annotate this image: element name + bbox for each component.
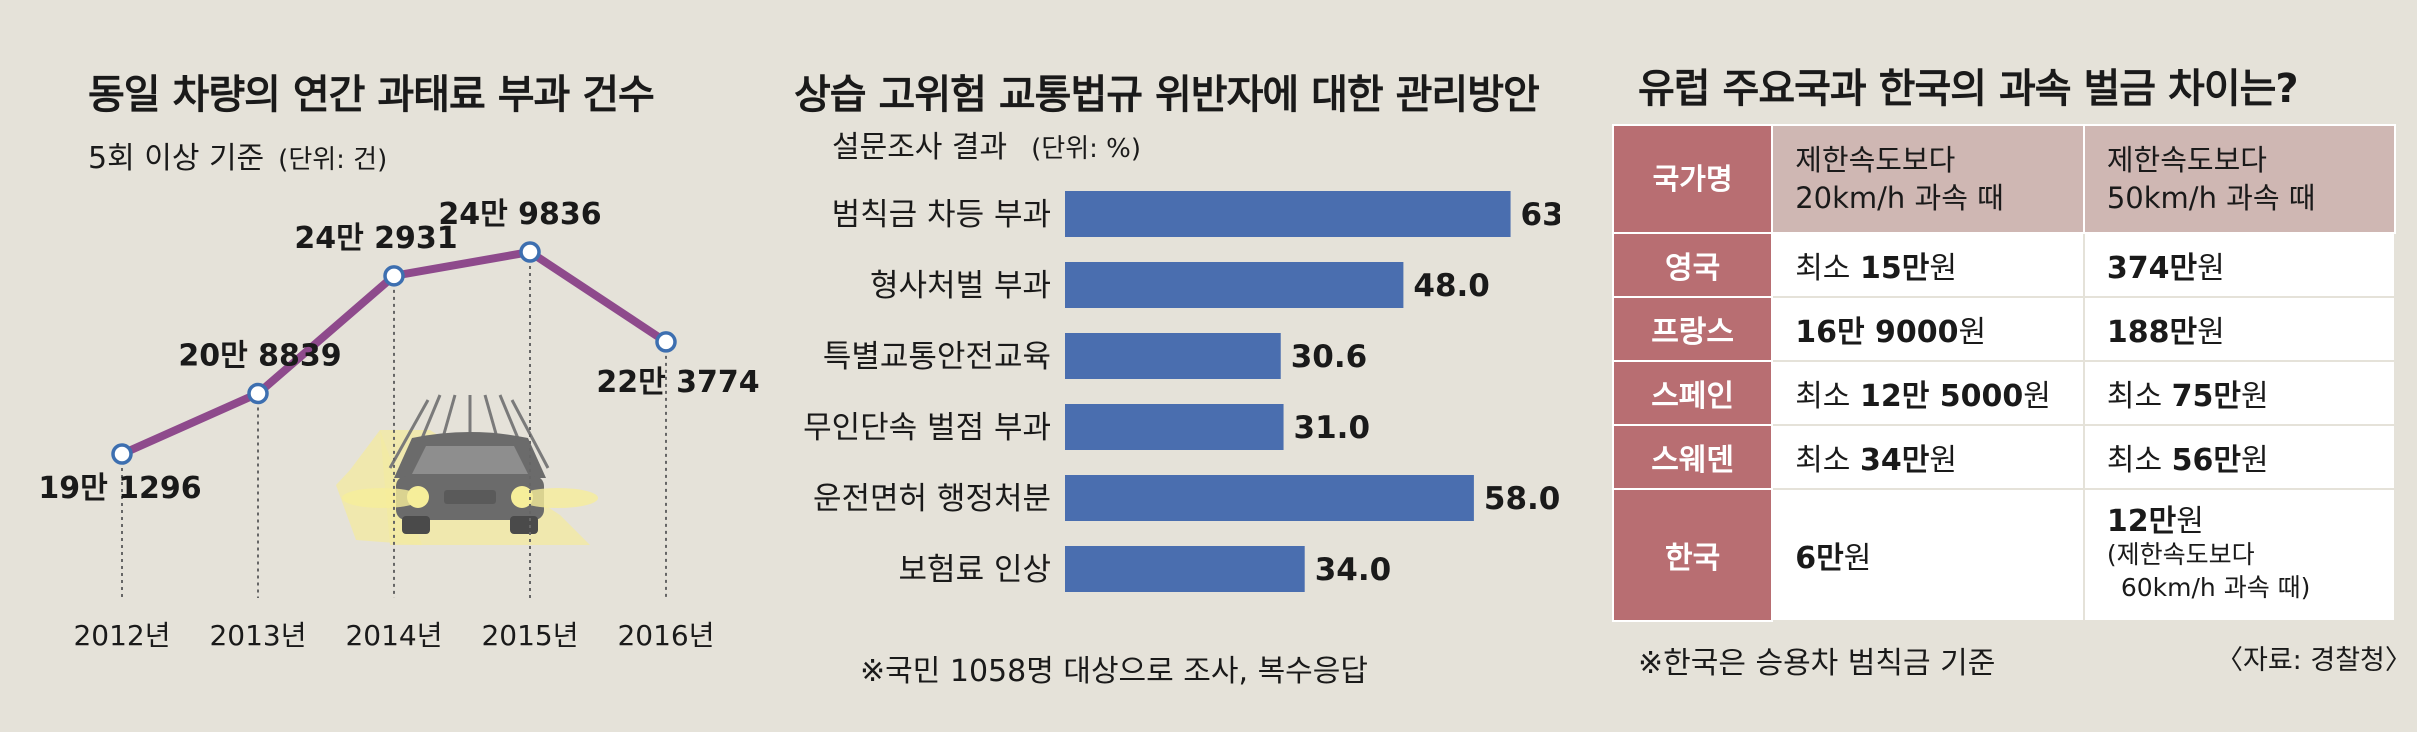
fine-50kmh-cell: 최소 75만원 <box>2082 360 2397 426</box>
survey-note: ※국민 1058명 대상으로 조사, 복수응답 <box>860 654 1368 689</box>
fine-50kmh-cell: 188만원 <box>2082 296 2397 362</box>
fine-comparison-table: 국가명 제한속도보다 20km/h 과속 때 제한속도보다 50km/h 과속 때 … <box>1611 124 2397 622</box>
x-tick-label: 2016년 <box>617 619 714 652</box>
header-20kmh: 제한속도보다 20km/h 과속 때 <box>1771 124 2085 234</box>
table-header-row: 국가명 제한속도보다 20km/h 과속 때 제한속도보다 50km/h 과속 때 <box>1611 124 2397 234</box>
value-label: 48.0 <box>1413 268 1490 304</box>
line-chart-title: 동일 차량의 연간 과태료 부과 건수 <box>88 72 655 118</box>
fine-20kmh-cell: 최소 15만원 <box>1771 232 2085 298</box>
line-chart-basis: 5회 이상 기준 <box>88 141 265 176</box>
fine-50kmh-cell: 최소 56만원 <box>2082 424 2397 490</box>
category-label: 특별교통안전교육 <box>823 339 1051 375</box>
data-point <box>247 382 269 405</box>
table-row-korea: 한국 6만원 12만원 (제한속도보다 60km/h 과속 때) <box>1611 488 2397 622</box>
data-label: 24만 9836 <box>438 197 601 232</box>
car-illustration <box>336 394 598 545</box>
category-label: 범칙금 차등 부과 <box>832 197 1051 233</box>
line-chart-unit: (단위: 건) <box>278 145 388 175</box>
bar-chart-basis: 설문조사 결과 <box>832 130 1008 165</box>
fine-20kmh-cell: 6만원 <box>1771 488 2085 622</box>
country-cell: 영국 <box>1611 232 1774 298</box>
table-title: 유럽 주요국과 한국의 과속 벌금 차이는? <box>1638 66 2299 112</box>
data-point <box>519 241 541 263</box>
bar-chart-title: 상습 고위험 교통법규 위반자에 대한 관리방안 <box>794 72 1540 118</box>
table-note: ※한국은 승용차 범칙금 기준 <box>1638 646 1996 681</box>
category-label: 형사처벌 부과 <box>870 268 1051 304</box>
bar <box>1065 546 1305 592</box>
category-label: 운전면허 행정처분 <box>813 481 1051 517</box>
line-chart-subtitle: 5회 이상 기준 (단위: 건) <box>88 133 387 177</box>
data-point <box>383 265 405 287</box>
fine-korea-60kmh-cell: 12만원 (제한속도보다 60km/h 과속 때) <box>2082 488 2397 622</box>
fine-table-panel: 유럽 주요국과 한국의 과속 벌금 차이는? 국가명 제한속도보다 20km/h … <box>1560 0 2417 732</box>
bar <box>1065 475 1474 521</box>
table-row: 프랑스 16만 9000원 188만원 <box>1611 296 2397 362</box>
table-row: 스웨덴 최소 34만원 최소 56만원 <box>1611 424 2397 490</box>
value-label: 58.0 <box>1484 481 1560 517</box>
bar <box>1065 333 1281 379</box>
x-tick-label: 2014년 <box>345 619 442 652</box>
value-label: 30.6 <box>1291 339 1368 375</box>
header-50kmh: 제한속도보다 50km/h 과속 때 <box>2082 124 2397 234</box>
category-label: 보험료 인상 <box>899 552 1051 588</box>
bar <box>1065 191 1511 237</box>
value-label: 63.2 <box>1521 197 1560 233</box>
data-label: 20만 8839 <box>178 338 341 373</box>
line-chart-panel: 동일 차량의 연간 과태료 부과 건수 5회 이상 기준 (단위: 건) <box>0 0 770 732</box>
fine-50kmh-cell: 374만원 <box>2082 232 2397 298</box>
fine-20kmh-cell: 16만 9000원 <box>1771 296 2085 362</box>
country-cell: 스페인 <box>1611 360 1774 426</box>
country-cell: 스웨덴 <box>1611 424 1774 490</box>
value-label: 34.0 <box>1315 552 1392 588</box>
x-tick-label: 2012년 <box>73 619 170 652</box>
table-source: 〈자료: 경찰청〉 <box>2216 645 2412 676</box>
fine-20kmh-cell: 최소 34만원 <box>1771 424 2085 490</box>
bar-chart-unit: (단위: %) <box>1031 134 1141 164</box>
bar-chart: 범칙금 차등 부과 63.2 형사처벌 부과 48.0 특별교통안전교육 30.6 무인단속… <box>803 191 1560 592</box>
data-label: 24만 2931 <box>294 221 457 256</box>
bar <box>1065 404 1284 450</box>
table-row: 스페인 최소 12만 5000원 최소 75만원 <box>1611 360 2397 426</box>
data-label: 19만 1296 <box>38 471 201 506</box>
country-cell: 프랑스 <box>1611 296 1774 362</box>
bar-chart-subtitle: 설문조사 결과 (단위: %) <box>832 122 1141 166</box>
table-row: 영국 최소 15만원 374만원 <box>1611 232 2397 298</box>
data-point <box>655 331 677 353</box>
x-tick-label: 2013년 <box>209 619 306 652</box>
data-point <box>111 443 133 465</box>
header-country: 국가명 <box>1611 124 1774 234</box>
data-label: 22만 3774 <box>596 365 759 400</box>
value-label: 31.0 <box>1294 410 1371 446</box>
category-label: 무인단속 벌점 부과 <box>803 410 1051 446</box>
x-tick-label: 2015년 <box>481 619 578 652</box>
fine-20kmh-cell: 최소 12만 5000원 <box>1771 360 2085 426</box>
country-cell: 한국 <box>1611 488 1774 622</box>
bar <box>1065 262 1404 308</box>
bar-chart-panel: 상습 고위험 교통법규 위반자에 대한 관리방안 설문조사 결과 (단위: %) … <box>770 0 1560 732</box>
